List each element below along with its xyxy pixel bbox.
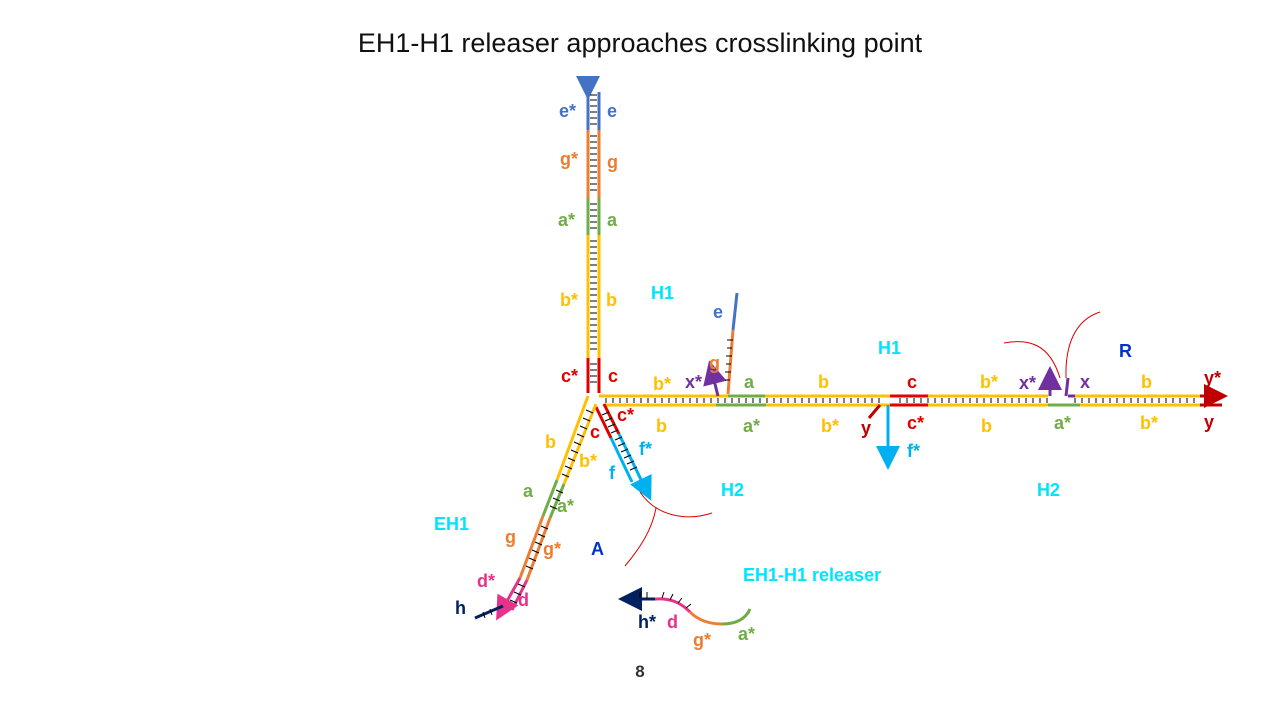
- label-eh-g-star: g*: [543, 539, 561, 559]
- label-r-b-star: b*: [980, 372, 998, 392]
- label-r-x: x: [1080, 372, 1090, 392]
- label-r-y-star: y*: [1204, 368, 1221, 388]
- label-top-g-star: g*: [560, 149, 578, 169]
- label-eh-h: h: [455, 598, 466, 618]
- label-eh-b: b: [545, 432, 556, 452]
- label-r: R: [1119, 341, 1132, 361]
- label-top-a-star: a*: [558, 210, 575, 230]
- label-h2-f-star: f*: [639, 439, 652, 459]
- label-top-a: a: [607, 210, 618, 230]
- label-h1-b-star2: b*: [821, 416, 839, 436]
- label-r-a-star: a*: [1054, 413, 1071, 433]
- label-mid-c-star: c*: [907, 413, 924, 433]
- label-r-x-star: x*: [1019, 373, 1036, 393]
- label-h2-right: H2: [1037, 480, 1060, 500]
- label-h1-right: H1: [878, 338, 901, 358]
- label-eh-g: g: [505, 527, 516, 547]
- label-r-y: y: [1204, 412, 1214, 432]
- label-top-e-star: e*: [559, 101, 576, 121]
- label-mid-f-star: f*: [907, 441, 920, 461]
- label-r-b: b: [1141, 372, 1152, 392]
- label-eh-a-star: a*: [557, 496, 574, 516]
- diagram-title: EH1-H1 releaser approaches crosslinking …: [357, 28, 923, 58]
- label-eh-b-star: b*: [579, 451, 597, 471]
- label-rel-g-star: g*: [693, 630, 711, 650]
- label-r-b-star-bottom: b*: [1140, 413, 1158, 433]
- label-mid-c: c: [907, 372, 917, 392]
- annotation-arcs: [624, 311, 1101, 567]
- label-top-c-star: c*: [561, 366, 578, 386]
- horizontal-arm: [599, 292, 1228, 470]
- label-r-b-bottom: b: [981, 416, 992, 436]
- label-h1-left: H1: [651, 283, 674, 303]
- label-top-e: e: [607, 101, 617, 121]
- label-h1-a-star: a*: [743, 416, 760, 436]
- label-mid-y: y: [861, 418, 871, 438]
- releaser-strand: [618, 587, 752, 626]
- label-a: A: [591, 539, 604, 559]
- label-h1-g: g: [709, 353, 720, 373]
- h2-diagonal-arm: [594, 403, 652, 501]
- label-h1-b-star: b*: [653, 374, 671, 394]
- domain-labels: e* e g* g a* a b* b c* c b* x* g e a b b…: [455, 101, 1221, 650]
- label-h2-c: c: [590, 422, 600, 442]
- label-h1-e: e: [713, 302, 723, 322]
- label-top-b-star: b*: [560, 290, 578, 310]
- label-rel-h-star: h*: [638, 612, 656, 632]
- label-h1-x-star: x*: [685, 372, 702, 392]
- label-h1-a: a: [744, 372, 755, 392]
- component-labels: H1 H1 H2 H2 EH1 A R EH1-H1 releaser: [434, 283, 1132, 585]
- label-eh-d-star: d*: [477, 571, 495, 591]
- label-rel-d: d: [667, 612, 678, 632]
- label-top-b: b: [606, 290, 617, 310]
- label-eh1: EH1: [434, 514, 469, 534]
- label-eh-a: a: [523, 481, 534, 501]
- label-eh-d: d: [518, 590, 529, 610]
- label-top-c: c: [608, 366, 618, 386]
- label-h2-f: f: [609, 463, 616, 483]
- label-top-g: g: [607, 152, 618, 172]
- label-h1-b: b: [818, 372, 829, 392]
- page-number: 8: [635, 662, 645, 681]
- label-releaser: EH1-H1 releaser: [743, 565, 881, 585]
- label-h1b-b: b: [656, 416, 667, 436]
- eh1-diagonal-arm: [474, 395, 598, 621]
- label-rel-a-star: a*: [738, 624, 755, 644]
- label-h2-c-star: c*: [617, 405, 634, 425]
- top-arm: [576, 76, 601, 393]
- label-h2-left: H2: [721, 480, 744, 500]
